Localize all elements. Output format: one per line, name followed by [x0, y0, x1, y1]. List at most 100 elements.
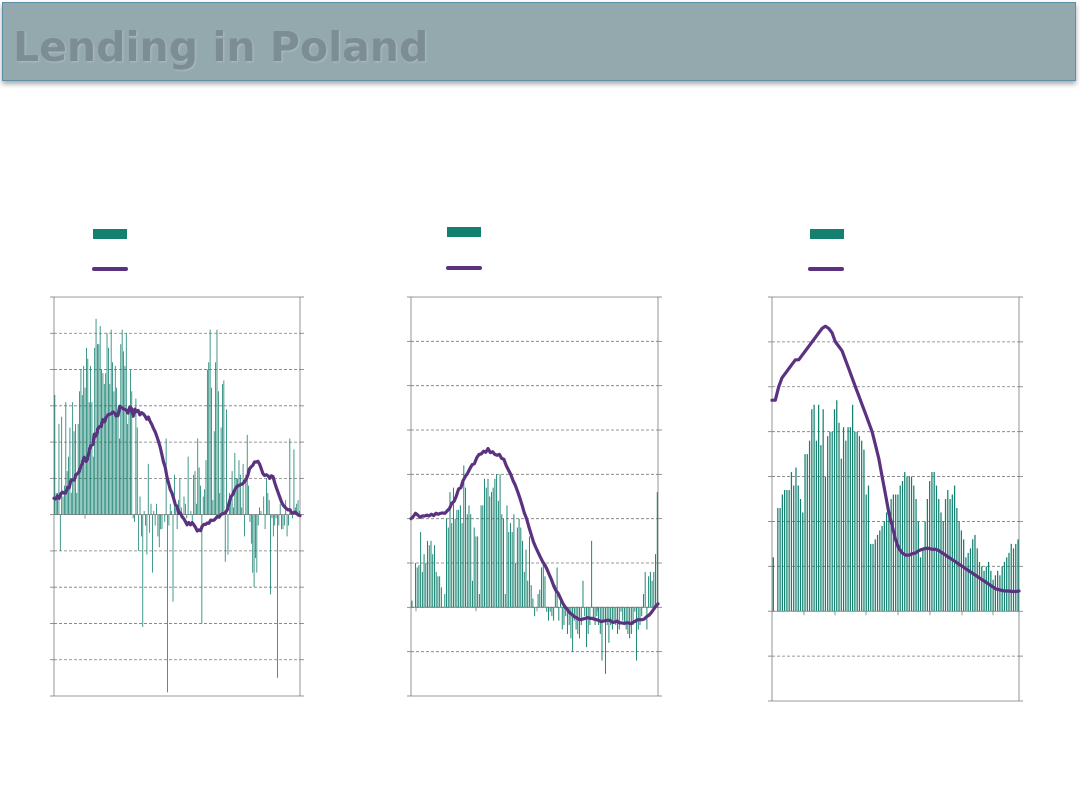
chart2-bar [490, 492, 492, 608]
chart1-bar [119, 438, 120, 515]
chart1-bar [146, 514, 148, 555]
chart2-bar [651, 580, 653, 608]
chart3-bar [854, 431, 856, 612]
chart1-bar [109, 384, 111, 515]
chart1-bar [255, 514, 256, 559]
legend-line-swatch-2 [446, 266, 482, 270]
chart1-bar [160, 514, 162, 530]
chart1-bar [114, 365, 116, 515]
chart3-bar [851, 404, 854, 612]
chart2-bar [440, 587, 442, 608]
chart2-bar [499, 474, 501, 608]
chart3-bar [895, 494, 897, 612]
chart1-bar [198, 467, 200, 515]
chart3-bar [994, 575, 996, 612]
chart1-bar [186, 514, 188, 519]
chart1-bar [179, 478, 181, 515]
chart1-bar [101, 369, 102, 515]
chart2-bar [525, 549, 527, 608]
chart2-bar [466, 514, 468, 608]
chart2-bar [556, 567, 558, 608]
chart3-bar [938, 499, 940, 612]
chart3-bar [772, 557, 774, 612]
chart3-bar [919, 557, 922, 612]
chart1-bar [270, 514, 271, 595]
chart2-bar [553, 607, 555, 621]
chart2-bar [601, 607, 603, 661]
chart2-bar [447, 527, 449, 608]
chart2-bar [537, 594, 539, 608]
chart1-bar [120, 344, 122, 515]
chart3-bar [999, 575, 1001, 612]
chart1-bar [277, 514, 278, 678]
chart2-bar [494, 478, 496, 608]
chart1-bar [76, 492, 78, 515]
chart2-bar [541, 567, 543, 608]
chart2-bar [465, 487, 467, 608]
chart2-bar [420, 531, 422, 608]
chart1-bar [81, 394, 83, 515]
chart3-bar [965, 557, 967, 612]
chart2-bar [627, 607, 629, 634]
chart3-bar [940, 512, 942, 612]
chart2-bar [430, 540, 432, 608]
legend-line-swatch-1 [92, 267, 128, 271]
chart3-bar [904, 472, 906, 612]
chart2-bar [425, 563, 427, 608]
chart2-bar [528, 536, 530, 608]
chart1-bar [110, 329, 112, 515]
chart1-bar [216, 329, 218, 515]
chart2-bar [423, 554, 425, 608]
chart1-bar [73, 431, 75, 515]
chart1-bar [195, 503, 197, 515]
chart3-bar [876, 534, 879, 612]
chart1-bar [70, 492, 72, 515]
chart2-bar [592, 607, 594, 621]
chart2-bar [573, 607, 575, 621]
chart1-bar [129, 369, 131, 515]
chart2-bar [649, 571, 651, 608]
chart1-bar [272, 514, 274, 537]
chart3-bar [892, 494, 895, 612]
chart1-bar [271, 514, 273, 519]
chart2-bar [508, 531, 510, 608]
chart2-bar [480, 505, 482, 608]
chart1-bar [91, 402, 93, 515]
chart1-bar [184, 503, 186, 515]
chart3-bar [1017, 539, 1019, 612]
chart1-bar [80, 369, 82, 515]
chart1-bar [224, 514, 226, 562]
legend-bar-swatch-2 [447, 227, 481, 237]
chart2-bar [477, 536, 479, 608]
title-banner: Lending in Poland [2, 2, 1076, 81]
chart3-bar [788, 490, 790, 612]
chart3-bar [933, 472, 935, 612]
chart2-bar [513, 514, 515, 608]
chart3-bar [978, 561, 981, 612]
chart3-bar [808, 440, 811, 612]
chart2-bar [451, 523, 453, 608]
chart1-bar [252, 514, 254, 573]
chart1-bar [250, 514, 252, 544]
chart1-bar [282, 514, 284, 530]
chart2-bar [648, 576, 650, 608]
chart1-bar [222, 384, 223, 515]
chart2-bar [411, 600, 413, 608]
chart2-bar [611, 607, 613, 630]
chart1-bar [153, 511, 155, 515]
chart3-bar [985, 566, 987, 612]
chart2-bar [428, 545, 430, 608]
chart3-bar [915, 499, 917, 612]
chart3-bar [1012, 548, 1015, 612]
chart3-bar [917, 521, 919, 612]
chart2-bar [435, 571, 437, 608]
chart1-bar [279, 503, 281, 515]
chart2-bar [515, 563, 517, 608]
chart3-bar [990, 570, 992, 612]
chart1-bar [55, 492, 57, 515]
chart2-bar [568, 607, 570, 626]
chart2-bar [471, 580, 473, 608]
chart1-bar [154, 514, 156, 526]
chart2-bar [530, 585, 532, 608]
chart1-bar [167, 514, 168, 693]
